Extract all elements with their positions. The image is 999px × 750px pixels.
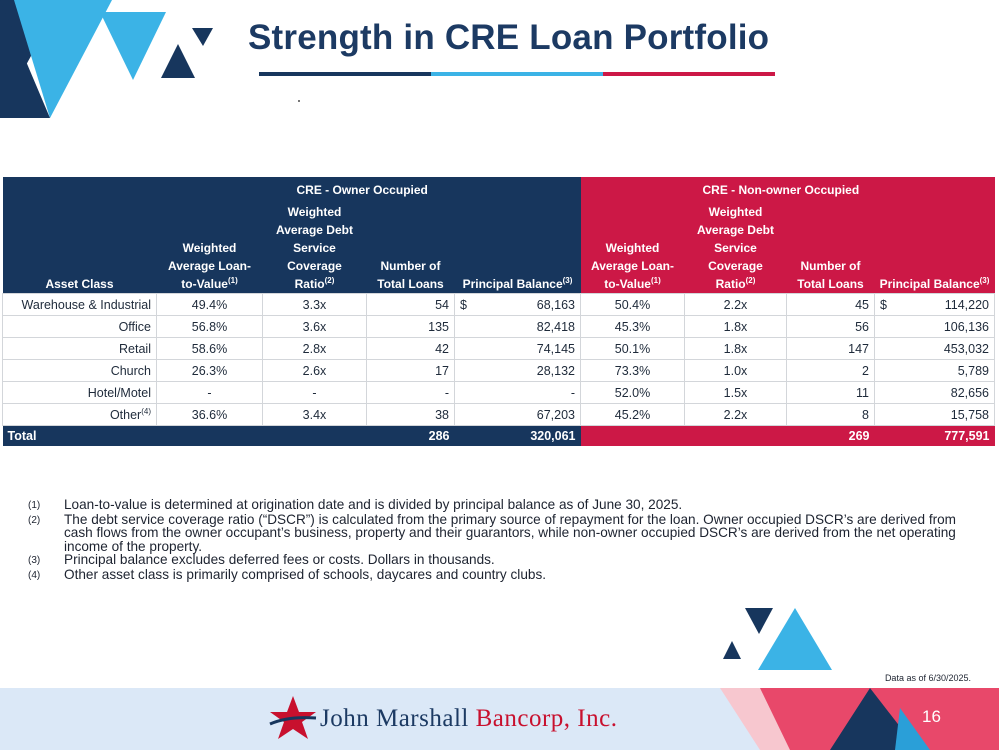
table-row: Retail 58.6% 2.8x 42 74,145 50.1% 1.8x 147 453,0… [2, 337, 995, 360]
table-row: Church 26.3% 2.6x 17 28,132 73.3% 1.0x 2 5,789 [2, 359, 995, 382]
title-rule-red [603, 72, 775, 76]
asset-class-cell: Office [2, 315, 157, 338]
owner-balance-cell: 74,145 [454, 337, 581, 360]
col-owner-ltv: Weighted Average Loan- to-Value(1) [156, 203, 263, 294]
non-dscr-cell: 1.8x [684, 337, 787, 360]
owner-ltv-cell: - [156, 381, 263, 404]
footnote: (3) Principal balance excludes deferred f… [28, 552, 495, 568]
col-owner-loans: Number of Total Loans [366, 203, 455, 294]
page-title: Strength in CRE Loan Portfolio [248, 18, 770, 57]
owner-dscr-cell: 2.6x [262, 359, 367, 382]
dollar-sign: $ [880, 297, 887, 312]
header-spacer [2, 177, 157, 203]
corner-triangles-icon [0, 0, 213, 118]
table-row: Warehouse & Industrial 49.4% 3.3x 54 $68,163… [2, 293, 995, 316]
owner-balance-cell: - [454, 381, 581, 404]
owner-balance-cell: 67,203 [454, 403, 581, 426]
owner-ltv-cell: 49.4% [156, 293, 263, 316]
non-loans-cell: 11 [786, 381, 875, 404]
asset-class-cell: Retail [2, 337, 157, 360]
owner-ltv-cell: 26.3% [156, 359, 263, 382]
col-non-dscr: Weighted Average Debt Service Coverage Rati… [684, 203, 787, 294]
col-non-loans: Number of Total Loans [786, 203, 875, 294]
footnote: (1) Loan-to-value is determined at origin… [28, 497, 683, 512]
non-balance-cell: $114,220 [874, 293, 995, 316]
title-rule-sky [431, 72, 603, 76]
non-balance-cell: 453,032 [874, 337, 995, 360]
non-ltv-cell: 45.3% [580, 315, 685, 338]
owner-loans-cell: 54 [366, 293, 455, 316]
data-as-of: Data as of 6/30/2025. [884, 673, 971, 683]
total-non-balance: 777,591 [874, 425, 995, 446]
owner-loans-cell: 42 [366, 337, 455, 360]
non-loans-cell: 56 [786, 315, 875, 338]
non-ltv-cell: 52.0% [580, 381, 685, 404]
non-balance-cell: 15,758 [874, 403, 995, 426]
owner-ltv-cell: 56.8% [156, 315, 263, 338]
non-loans-cell: 147 [786, 337, 875, 360]
col-non-ltv: Weighted Average Loan- to-Value(1) [580, 203, 685, 294]
owner-dscr-cell: 3.4x [262, 403, 367, 426]
star-icon [269, 696, 317, 739]
table-row: Office 56.8% 3.6x 135 82,418 45.3% 1.8x 56 106,1… [2, 315, 995, 338]
non-loans-cell: 8 [786, 403, 875, 426]
non-balance-cell: 106,136 [874, 315, 995, 338]
table-row: Hotel/Motel - - - -52.0% 1.5x 11 82,656 [2, 381, 995, 404]
col-owner-balance: Principal Balance(3) [454, 203, 581, 294]
owner-loans-cell: 17 [366, 359, 455, 382]
owner-loans-cell: - [366, 381, 455, 404]
non-loans-cell: 2 [786, 359, 875, 382]
asset-class-cell: Other(4) [2, 403, 157, 426]
title-rule-navy [259, 72, 431, 76]
non-dscr-cell: 1.5x [684, 381, 787, 404]
non-dscr-cell: 1.0x [684, 359, 787, 382]
owner-dscr-cell: 2.8x [262, 337, 367, 360]
non-ltv-cell: 50.1% [580, 337, 685, 360]
group-owner-occupied: CRE - Owner Occupied [156, 177, 581, 203]
owner-loans-cell: 135 [366, 315, 455, 338]
cre-portfolio-table: CRE - Owner Occupied CRE - Non-owner Occ… [2, 177, 995, 446]
owner-balance-cell: 28,132 [454, 359, 581, 382]
owner-dscr-cell: - [262, 381, 367, 404]
owner-ltv-cell: 58.6% [156, 337, 263, 360]
footnote: (2) The debt service coverage ratio (“DSC… [28, 511, 957, 554]
owner-ltv-cell: 36.6% [156, 403, 263, 426]
total-label: Total [2, 425, 157, 446]
owner-balance-cell: 82,418 [454, 315, 581, 338]
non-dscr-cell: 2.2x [684, 293, 787, 316]
col-asset-class: Asset Class [2, 203, 157, 294]
col-non-balance: Principal Balance(3) [874, 203, 995, 294]
footnote: (4) Other asset class is primarily compri… [28, 566, 547, 582]
bank-name: John Marshall Bancorp, Inc. [320, 705, 618, 732]
asset-class-cell: Warehouse & Industrial [2, 293, 157, 316]
page-number: 16 [922, 707, 941, 726]
total-owner-balance: 320,061 [454, 425, 581, 446]
non-dscr-cell: 1.8x [684, 315, 787, 338]
non-ltv-cell: 45.2% [580, 403, 685, 426]
asset-class-cell: Hotel/Motel [2, 381, 157, 404]
total-row: Total 286 320,061 269 777,591 [2, 425, 995, 446]
footnotes: (1) Loan-to-value is determined at origin… [28, 498, 973, 583]
non-ltv-cell: 50.4% [580, 293, 685, 316]
non-dscr-cell: 2.2x [684, 403, 787, 426]
total-non-loans: 269 [786, 425, 875, 446]
owner-dscr-cell: 3.6x [262, 315, 367, 338]
group-non-owner-occupied: CRE - Non-owner Occupied [580, 177, 995, 203]
non-loans-cell: 45 [786, 293, 875, 316]
dollar-sign: $ [460, 297, 467, 312]
non-ltv-cell: 73.3% [580, 359, 685, 382]
table-row: Other(4) 36.6% 3.4x 38 67,203 45.2% 2.2x 8 15,75… [2, 403, 995, 426]
triangle-mark-icon [723, 608, 832, 670]
owner-loans-cell: 38 [366, 403, 455, 426]
owner-dscr-cell: 3.3x [262, 293, 367, 316]
total-owner-loans: 286 [366, 425, 455, 446]
owner-balance-cell: $68,163 [454, 293, 581, 316]
footer-triangles-icon [720, 688, 999, 750]
stray-dot [298, 100, 300, 102]
col-owner-dscr: Weighted Average Debt Service Coverage Rati… [262, 203, 367, 294]
asset-class-cell: Church [2, 359, 157, 382]
non-balance-cell: 5,789 [874, 359, 995, 382]
non-balance-cell: 82,656 [874, 381, 995, 404]
